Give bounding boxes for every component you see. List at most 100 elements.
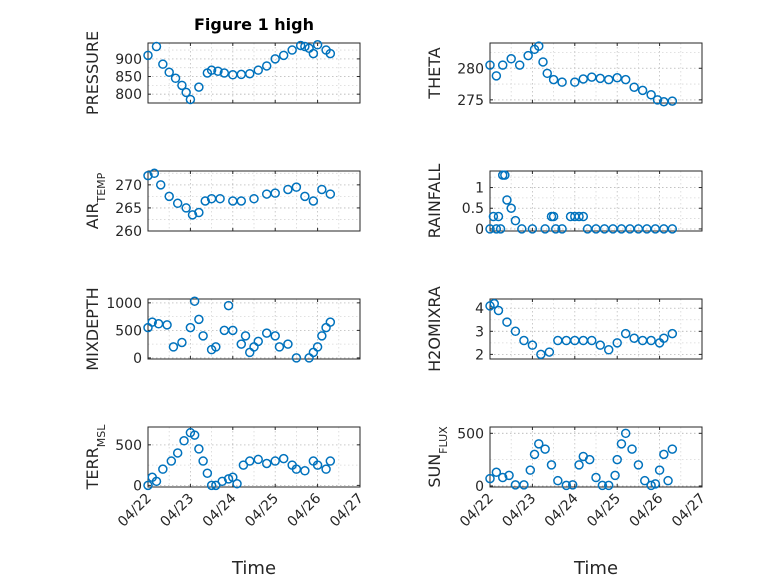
y-axis-label: H2OMIXRA <box>425 286 444 372</box>
data-point <box>534 439 544 449</box>
data-point <box>629 333 639 343</box>
data-point <box>253 336 263 347</box>
data-point <box>215 193 225 204</box>
data-point <box>164 67 174 78</box>
data-point <box>667 444 678 454</box>
axes-frame <box>147 298 361 360</box>
y-axis-label: THETA <box>425 47 444 99</box>
data-point <box>317 331 327 341</box>
data-point <box>206 480 217 491</box>
y-tick-label: 0 <box>475 222 484 238</box>
data-point <box>616 439 627 449</box>
data-point <box>200 196 210 206</box>
data-point <box>177 80 187 91</box>
data-point <box>223 474 234 484</box>
data-point <box>317 184 327 195</box>
data-point <box>567 480 578 490</box>
data-point <box>557 77 567 87</box>
data-point <box>640 475 650 486</box>
data-point <box>325 189 336 199</box>
data-point <box>321 464 331 474</box>
data-point <box>189 430 200 440</box>
data-point <box>667 328 678 339</box>
data-point <box>162 320 172 330</box>
data-point <box>502 317 512 327</box>
data-point <box>652 95 663 105</box>
data-point <box>181 203 191 213</box>
data-point <box>143 170 153 181</box>
data-point <box>172 198 183 209</box>
data-point <box>194 444 204 454</box>
data-point <box>527 340 538 350</box>
data-point <box>228 325 238 336</box>
data-point <box>194 207 204 218</box>
y-tick-label: 270 <box>115 178 142 194</box>
data-point <box>181 87 191 98</box>
data-point <box>283 339 293 349</box>
chart-title: Figure 1 high <box>194 15 314 34</box>
data-point <box>578 74 589 84</box>
data-point <box>646 480 656 491</box>
y-axis-label: RAINFALL <box>425 164 444 239</box>
x-tick-label: 04/22 <box>115 491 155 531</box>
data-point <box>510 215 521 226</box>
axes-frame <box>489 426 703 488</box>
x-tick-label: 04/27 <box>327 491 367 531</box>
data-point <box>158 464 168 474</box>
y-axis-label: MIXDEPTH <box>83 287 102 370</box>
chart-rainfall: 0 0.5 1 RAINFALL <box>425 164 703 239</box>
x-tick-label: 04/24 <box>542 490 582 530</box>
data-point <box>300 466 310 476</box>
data-point <box>187 210 198 220</box>
x-axis-label: Time <box>231 558 276 579</box>
data-point <box>177 337 187 348</box>
data-point <box>189 296 200 306</box>
data-point <box>627 444 637 454</box>
data-point <box>198 331 208 341</box>
data-point <box>536 349 546 360</box>
data-point <box>194 314 204 325</box>
data-point <box>245 68 255 79</box>
data-point <box>534 41 544 51</box>
chart-h2omixra: 2 3 4 H2OMIXRA <box>425 286 703 372</box>
data-point <box>650 479 661 489</box>
data-point <box>185 322 196 333</box>
data-point <box>166 456 177 466</box>
y-axis-label: TERRMSL <box>83 424 108 491</box>
data-point <box>570 77 580 87</box>
data-point <box>232 479 242 489</box>
plot-area <box>147 170 361 232</box>
data-point <box>485 60 495 70</box>
data-point <box>574 460 584 470</box>
y-axis-label: SUNFLUX <box>425 426 450 488</box>
chart-theta: 275 280 THETA <box>425 41 703 109</box>
axes-frame <box>147 170 361 232</box>
data-point <box>529 449 540 460</box>
data-point <box>612 72 622 83</box>
data-point <box>525 465 536 475</box>
y-tick-label: 4 <box>475 301 484 317</box>
y-tick-label: 850 <box>115 70 142 86</box>
data-point <box>253 65 263 75</box>
data-point <box>179 436 189 446</box>
data-point <box>198 456 208 466</box>
data-point <box>223 300 234 311</box>
data-point <box>308 48 319 59</box>
data-point <box>325 456 336 466</box>
data-point <box>502 195 512 205</box>
data-point <box>300 191 310 202</box>
data-point <box>488 211 499 222</box>
y-axis-label: PRESSURE <box>83 31 102 115</box>
data-point <box>542 68 552 79</box>
y-tick-label: 260 <box>115 224 142 240</box>
y-tick-label: 800 <box>115 87 142 103</box>
chart-terr_msl: 0 500 04/22 04/23 04/24 04/25 04/26 04/27 TERRMS… <box>83 424 367 579</box>
data-point <box>603 74 614 85</box>
data-point <box>663 475 673 486</box>
data-point <box>597 480 608 491</box>
data-point <box>291 353 302 363</box>
y-tick-label: 2 <box>475 347 484 363</box>
data-point <box>147 317 157 327</box>
